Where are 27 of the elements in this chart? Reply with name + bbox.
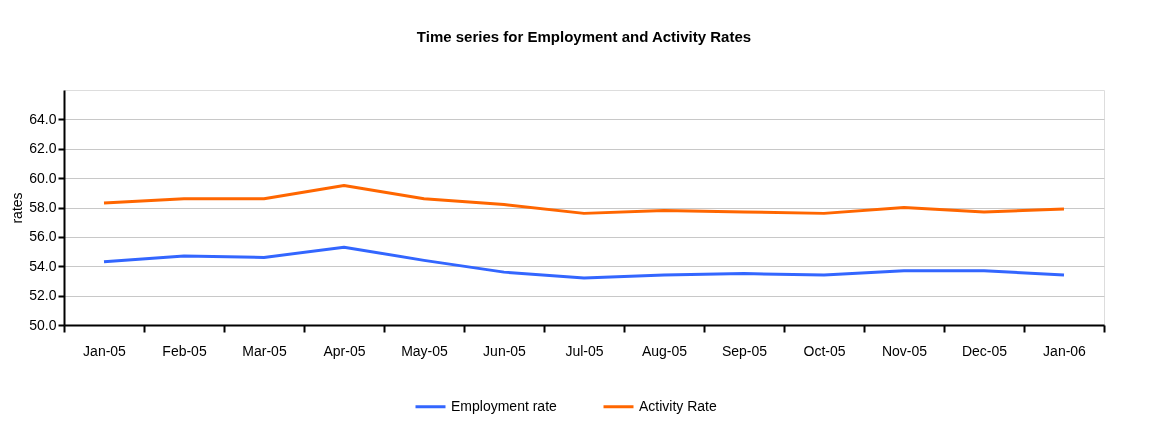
x-tick-label: Nov-05 bbox=[881, 342, 928, 359]
x-tick-label: Jan-05 bbox=[83, 342, 127, 359]
x-tick-label: Mar-05 bbox=[242, 342, 287, 359]
y-tick-label: 50.0 bbox=[29, 316, 57, 333]
x-tick-label: May-05 bbox=[401, 342, 449, 359]
y-tick-label: 64.0 bbox=[29, 110, 57, 127]
line-series bbox=[102, 245, 1066, 280]
x-tick-label: Aug-05 bbox=[641, 342, 688, 359]
x-tick-label: Sep-05 bbox=[721, 342, 768, 359]
y-tick-label: 52.0 bbox=[29, 287, 57, 304]
legend-label: Employment rate bbox=[451, 397, 558, 414]
chart-title: Time series for Employment and Activity Rates bbox=[416, 28, 752, 45]
y-tick-label: 58.0 bbox=[29, 199, 57, 215]
y-axis-title: rates bbox=[9, 192, 26, 224]
x-tick-label: Feb-05 bbox=[162, 342, 207, 359]
y-tick-label: 62.0 bbox=[29, 140, 57, 157]
x-tick-label: Jun-05 bbox=[483, 342, 527, 359]
y-tick-label: 60.0 bbox=[29, 169, 57, 186]
x-tick-label: Jan-06 bbox=[1043, 342, 1087, 359]
x-tick-label: Apr-05 bbox=[323, 342, 366, 359]
x-tick-label: Jul-05 bbox=[565, 342, 604, 359]
line-series bbox=[102, 183, 1066, 215]
x-tick-label: Dec-05 bbox=[961, 342, 1008, 359]
y-tick-label: 56.0 bbox=[29, 228, 57, 245]
x-tick-label: Oct-05 bbox=[803, 342, 846, 359]
y-tick-label: 54.0 bbox=[29, 257, 57, 274]
legend-label: Activity Rate bbox=[639, 397, 718, 414]
